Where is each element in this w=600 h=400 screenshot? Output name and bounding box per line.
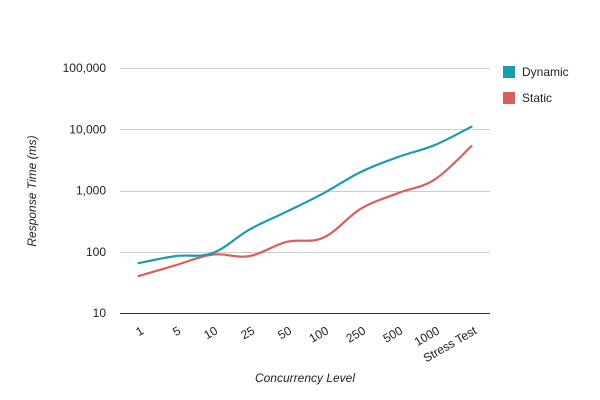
- series-lines: [137, 125, 473, 278]
- x-tick-label: 10: [201, 323, 220, 342]
- y-axis-ticks: 10 100 1,000 10,000 100,000: [63, 61, 107, 320]
- y-tick-label: 1,000: [76, 184, 106, 198]
- x-tick-label: 5: [170, 323, 183, 339]
- legend-label-static: Static: [522, 91, 552, 105]
- legend-swatch-static: [503, 92, 515, 104]
- legend: Dynamic Static: [503, 65, 569, 105]
- series-line-dynamic: [137, 125, 473, 265]
- x-tick-label: 100: [307, 323, 332, 345]
- legend-label-dynamic: Dynamic: [522, 65, 569, 79]
- y-axis-title: Response Time (ms): [25, 135, 39, 246]
- x-tick-label: 50: [275, 323, 294, 342]
- gridlines: [120, 68, 490, 314]
- series-line-static: [137, 145, 473, 278]
- y-tick-label: 100: [86, 245, 106, 259]
- y-tick-label: 100,000: [63, 61, 107, 75]
- y-tick-label: 10: [93, 306, 107, 320]
- x-tick-label: 500: [381, 323, 406, 345]
- legend-swatch-dynamic: [503, 66, 515, 78]
- y-tick-label: 10,000: [69, 122, 106, 136]
- x-tick-label: 1: [133, 323, 146, 339]
- x-tick-label: 25: [238, 323, 257, 342]
- x-tick-label: 250: [344, 323, 369, 345]
- x-axis-title: Concurrency Level: [255, 371, 355, 385]
